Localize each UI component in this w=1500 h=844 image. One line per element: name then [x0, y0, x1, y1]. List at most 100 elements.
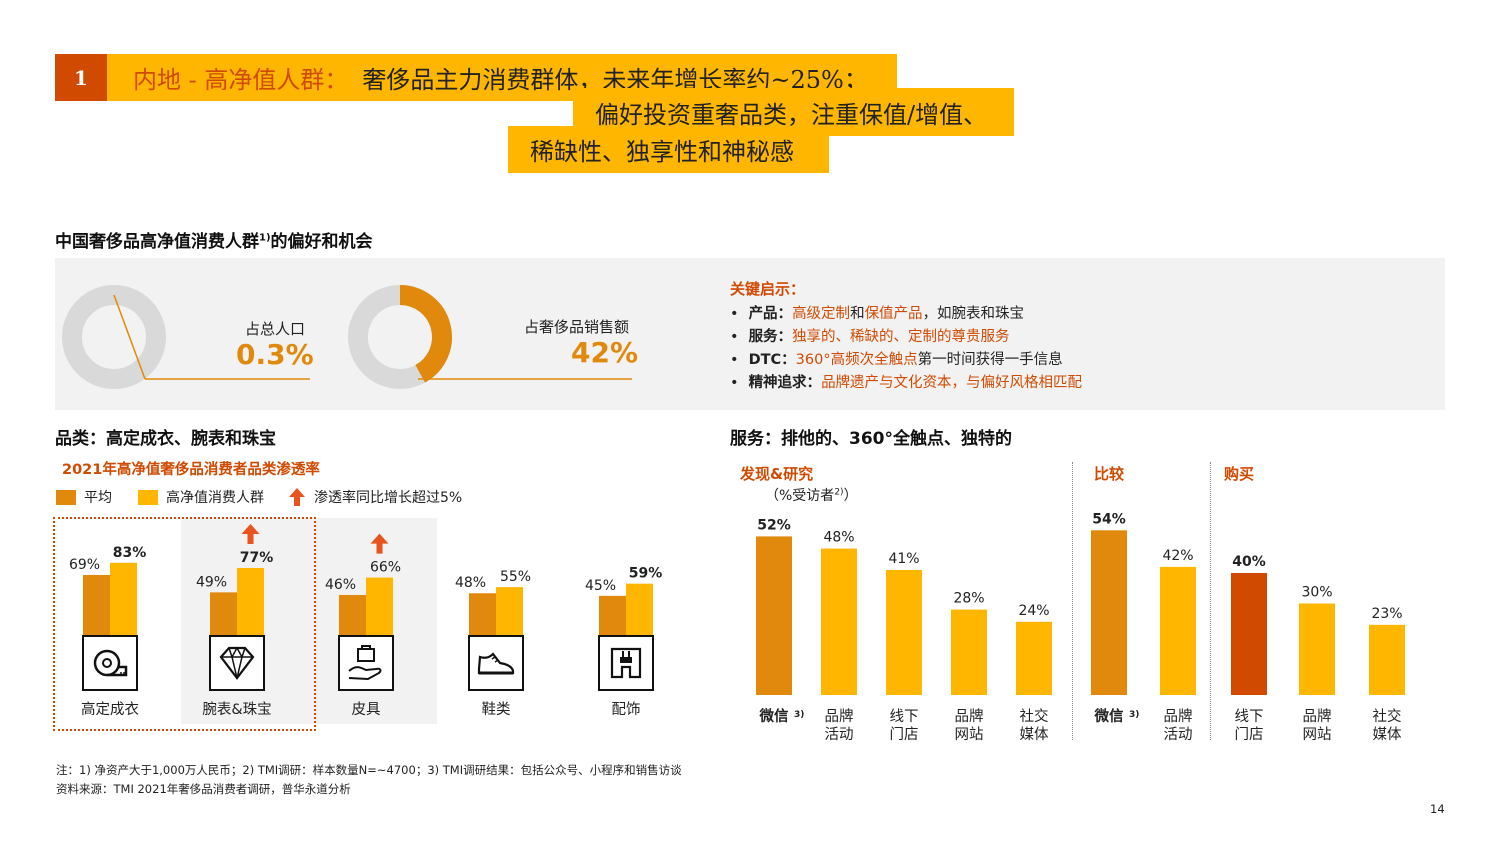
touchpoint-category-label: 媒体	[1373, 726, 1402, 743]
tape-measure-icon	[82, 635, 138, 691]
touchpoint-category-label: 品牌	[955, 708, 984, 725]
insight-text: ，如腕表和珠宝	[922, 306, 1025, 322]
insights-list: • 产品：高级定制和保值产品，如腕表和珠宝 • 服务：独享的、稀缺的、定制的尊贵服务 •…	[730, 302, 1082, 394]
bullet-dot: •	[730, 306, 739, 322]
group-compare-title: 比较	[1094, 465, 1125, 483]
population-share-value: 0.3%	[236, 338, 314, 371]
headline-line-3-text: 稀缺性、独享性和神秘感	[530, 138, 794, 166]
bar-average-label: 69%	[69, 557, 100, 573]
key-stats-band	[55, 258, 1445, 410]
population-share-donut	[62, 285, 310, 389]
population-leader-line	[113, 294, 146, 380]
category-label: 配饰	[611, 702, 641, 718]
category-penetration-chart: 69% 83% 49% 77% 46% 66% 48% 55% 45% 59%	[69, 524, 663, 635]
sneaker-icon	[468, 635, 524, 691]
touchpoint-category-label: 微信	[759, 707, 789, 725]
diamond-icon	[209, 635, 265, 691]
group-discover-subtitle: （%受访者2)）	[765, 485, 858, 505]
touchpoint-category-label: 品牌	[825, 708, 854, 725]
touchpoint-category-label: 媒体	[1020, 726, 1049, 743]
discover-subtitle-text: （%受访者	[765, 488, 835, 504]
bar-hnw-label: 55%	[500, 569, 531, 585]
category-label: 皮具	[351, 702, 381, 718]
touchpoint-value-label: 42%	[1162, 548, 1193, 564]
bar-average	[469, 593, 496, 635]
insight-key: 产品：	[748, 306, 793, 322]
bar-hnw-label: 83%	[113, 545, 147, 561]
bar-average-label: 45%	[585, 578, 616, 594]
category-label: 高定成衣	[81, 702, 139, 718]
bar-average	[599, 595, 626, 635]
legend-hnw-label: 高净值消费人群	[166, 490, 264, 506]
touchpoint-footnote: 3)	[1129, 710, 1139, 720]
headline-line-3: 稀缺性、独享性和神秘感	[508, 126, 829, 173]
insight-key: 精神追求：	[748, 375, 822, 391]
touchpoint-bar	[1299, 603, 1335, 695]
touchpoint-footnote: 3)	[794, 710, 804, 720]
discover-subtitle-footnote: 2)	[834, 487, 844, 498]
touchpoint-category-label: 网站	[955, 726, 984, 743]
group-divider-1	[1072, 462, 1073, 740]
touchpoint-category-label: 线下	[1235, 708, 1264, 725]
headline-line-1: 内地 - 高净值人群： 奢侈品主力消费群体，未来年增长率约~25%；	[107, 54, 897, 101]
sales-share-label: 占奢侈品销售额	[524, 318, 630, 336]
group-divider-2	[1210, 462, 1211, 740]
touchpoint-value-label: 48%	[823, 530, 854, 546]
touchpoint-category-label: 品牌	[1164, 708, 1193, 725]
section-title-tail: 的偏好和机会	[270, 232, 373, 252]
insight-text: 独享的、稀缺的、定制的尊贵服务	[792, 329, 1010, 345]
bar-average	[210, 592, 237, 635]
insight-item: • DTC：360°高频次全触点第一时间获得一手信息	[730, 348, 1082, 371]
chart-legend: 平均 高净值消费人群 渗透率同比增长超过5%	[56, 487, 462, 507]
bar-hnw	[110, 562, 137, 635]
touchpoint-category-label: 品牌	[1303, 708, 1332, 725]
bar-hnw-label: 59%	[629, 566, 663, 582]
touchpoint-value-label: 30%	[1301, 585, 1332, 601]
touchpoint-bar	[886, 569, 922, 695]
touchpoint-bar	[1160, 566, 1196, 695]
touchpoint-category-label: 活动	[1164, 726, 1193, 743]
growth-arrow-icon	[289, 488, 305, 506]
insight-text: 和	[850, 306, 865, 322]
touchpoint-category-label: 社交	[1373, 707, 1402, 725]
touchpoint-bar	[821, 548, 857, 695]
population-share-label: 占总人口	[245, 320, 306, 338]
section-title-text: 中国奢侈品高净值消费人群	[55, 232, 259, 252]
insight-text: 保值产品	[864, 306, 923, 322]
touchpoint-category-label: 活动	[825, 726, 854, 743]
growth-arrow-icon	[370, 533, 389, 554]
touchpoint-bar	[951, 609, 987, 695]
bar-hnw	[496, 587, 523, 635]
touchpoint-bar	[1016, 621, 1052, 695]
sales-share-value: 42%	[571, 336, 639, 369]
category-label: 腕表&珠宝	[202, 702, 272, 718]
category-chart-title: 2021年高净值奢侈品消费者品类渗透率	[62, 462, 320, 478]
insight-key: DTC：	[748, 352, 796, 368]
touchpoint-value-label: 28%	[953, 591, 984, 607]
bullet-dot: •	[730, 375, 739, 391]
headline-line-2-text: 偏好投资重奢品类，注重保值/增值、	[595, 100, 988, 129]
page-number: 14	[1430, 802, 1445, 816]
sales-share-donut	[348, 285, 632, 389]
touchpoint-category-label: 门店	[1235, 726, 1264, 743]
service-section-title: 服务：排他的、360°全触点、独特的	[730, 429, 1012, 449]
bar-average-label: 49%	[196, 574, 227, 590]
insight-text: 品牌遗产与文化资本，与偏好风格相匹配	[821, 375, 1083, 391]
touchpoint-value-label: 24%	[1018, 603, 1049, 619]
insight-key: 服务：	[748, 329, 793, 345]
footnote: 注：1) 净资产大于1,000万人民币；2) TMI调研：样本数量N=~4700…	[56, 763, 682, 777]
bar-average	[339, 594, 366, 635]
insight-text: 第一时间获得一手信息	[917, 352, 1063, 368]
bar-average-label: 46%	[325, 577, 356, 593]
legend-growth-label: 渗透率同比增长超过5%	[314, 490, 463, 506]
touchpoint-bar	[756, 536, 792, 695]
touchpoint-value-label: 23%	[1371, 606, 1402, 622]
section-title-footnote: 1)	[259, 232, 271, 244]
legend-avg-label: 平均	[84, 490, 112, 506]
bar-hnw	[366, 577, 393, 635]
touchpoint-category-label: 网站	[1303, 726, 1332, 743]
touchpoint-category-label: 线下	[890, 708, 919, 725]
discover-subtitle-close: ）	[843, 488, 858, 504]
bar-hnw	[626, 583, 653, 635]
